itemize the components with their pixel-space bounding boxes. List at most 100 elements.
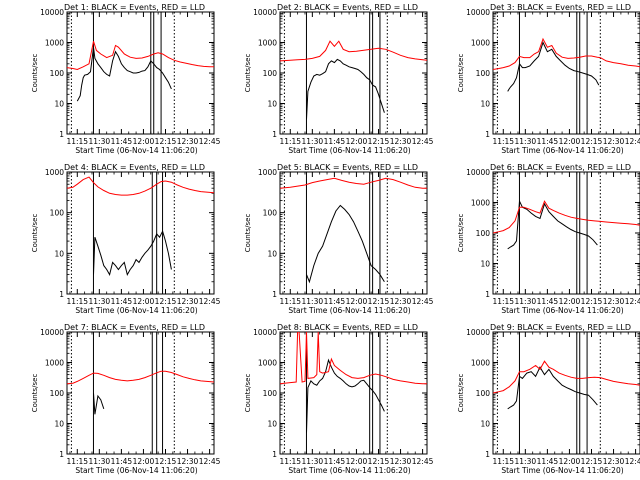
y-tick-label: 1 — [59, 290, 64, 299]
x-tick-label: 12:00 — [133, 137, 155, 146]
y-tick-label: 1 — [272, 450, 277, 459]
series-line-lld — [493, 37, 640, 70]
x-tick-label: 11:15 — [279, 137, 301, 146]
x-tick-label: 12:00 — [346, 457, 368, 466]
x-tick-label: 11:15 — [279, 457, 301, 466]
series-line-lld — [280, 177, 427, 189]
x-tick-label: 12:15 — [368, 457, 390, 466]
y-tick-label: 10000 — [40, 8, 64, 17]
y-tick-label: 10000 — [466, 328, 490, 337]
y-tick-label: 10 — [480, 260, 490, 269]
axes-frame — [279, 11, 428, 135]
y-axis-label: Counts/sec — [457, 214, 465, 253]
x-tick-label: 12:30 — [390, 297, 412, 306]
y-tick-label: 100 — [50, 69, 65, 78]
y-tick-label: 10 — [267, 249, 277, 258]
x-tick-label: 11:30 — [302, 297, 324, 306]
x-tick-label: 12:15 — [368, 297, 390, 306]
x-tick-label: 12:45 — [412, 137, 434, 146]
x-tick-label: 11:45 — [111, 297, 133, 306]
y-tick-label: 1 — [272, 130, 277, 139]
y-axis-label: Counts/sec — [244, 54, 252, 93]
y-tick-label: 1000 — [258, 359, 277, 368]
y-tick-label: 100 — [263, 69, 278, 78]
y-tick-label: 10000 — [466, 168, 490, 177]
series-line-events — [76, 47, 172, 102]
axes-frame — [492, 171, 640, 295]
x-tick-label: 12:30 — [177, 457, 199, 466]
panel-title: Det 6: BLACK = Events, RED = LLD — [490, 163, 631, 172]
y-tick-label: 10 — [54, 249, 64, 258]
x-tick-label: 11:15 — [279, 297, 301, 306]
x-tick-label: 12:45 — [412, 457, 434, 466]
x-tick-label: 11:45 — [324, 457, 346, 466]
series-line-lld — [67, 370, 214, 385]
series-line-lld — [280, 40, 427, 62]
x-tick-label: 11:15 — [492, 457, 514, 466]
x-tick-label: 11:30 — [302, 137, 324, 146]
x-tick-label: 11:45 — [111, 137, 133, 146]
x-tick-label: 12:15 — [155, 457, 177, 466]
y-tick-label: 10 — [54, 100, 64, 109]
y-tick-label: 1000 — [471, 39, 490, 48]
panel-title: Det 5: BLACK = Events, RED = LLD — [277, 163, 418, 172]
y-tick-label: 100 — [263, 389, 278, 398]
x-axis-label: Start Time (06-Nov-14 11:06:20) — [288, 146, 410, 155]
x-axis-label: Start Time (06-Nov-14 11:06:20) — [501, 466, 623, 475]
y-tick-label: 100 — [476, 389, 491, 398]
y-tick-label: 10 — [267, 100, 277, 109]
axes-frame — [492, 11, 640, 135]
x-tick-label: 12:00 — [346, 297, 368, 306]
y-tick-label: 10000 — [40, 328, 64, 337]
x-tick-label: 11:30 — [515, 137, 537, 146]
axes-frame — [279, 331, 428, 455]
y-tick-label: 1 — [59, 130, 64, 139]
y-tick-label: 1000 — [471, 199, 490, 208]
y-tick-label: 1 — [485, 130, 490, 139]
x-tick-label: 11:30 — [302, 457, 324, 466]
y-tick-label: 10000 — [253, 328, 277, 337]
x-tick-label: 11:45 — [537, 137, 559, 146]
x-tick-label: 12:15 — [155, 137, 177, 146]
y-tick-label: 100 — [476, 229, 491, 238]
x-tick-label: 12:30 — [390, 137, 412, 146]
x-tick-label: 12:30 — [177, 297, 199, 306]
y-axis-label: Counts/sec — [31, 54, 39, 93]
x-tick-label: 12:30 — [603, 297, 625, 306]
x-tick-label: 12:15 — [368, 137, 390, 146]
x-tick-label: 11:45 — [537, 457, 559, 466]
y-axis-label: Counts/sec — [31, 214, 39, 253]
x-tick-label: 11:15 — [66, 457, 88, 466]
y-tick-label: 1000 — [45, 39, 64, 48]
panel-title: Det 2: BLACK = Events, RED = LLD — [277, 3, 418, 12]
x-axis-label: Start Time (06-Nov-14 11:06:20) — [501, 146, 623, 155]
detector-panel-1: Det 1: BLACK = Events, RED = LLD 1 10 100 10… — [31, 3, 221, 155]
x-tick-label: 12:00 — [559, 457, 581, 466]
y-axis-label: Counts/sec — [457, 374, 465, 413]
y-tick-label: 1 — [485, 450, 490, 459]
axes-frame — [66, 331, 215, 455]
series-line-events — [306, 358, 385, 433]
y-tick-label: 100 — [50, 389, 65, 398]
series-line-lld — [493, 200, 640, 234]
axes-frame — [492, 331, 640, 455]
y-tick-label: 100 — [476, 69, 491, 78]
y-axis-label: Counts/sec — [244, 214, 252, 253]
series-line-events — [306, 58, 385, 120]
panel-title: Det 1: BLACK = Events, RED = LLD — [64, 3, 205, 12]
y-tick-label: 10000 — [253, 8, 277, 17]
y-tick-label: 1 — [272, 290, 277, 299]
x-tick-label: 12:00 — [346, 137, 368, 146]
y-axis-label: Counts/sec — [244, 374, 252, 413]
y-tick-label: 1000 — [45, 359, 64, 368]
x-axis-label: Start Time (06-Nov-14 11:06:20) — [75, 146, 197, 155]
x-tick-label: 12:45 — [412, 297, 434, 306]
x-axis-label: Start Time (06-Nov-14 11:06:20) — [75, 466, 197, 475]
y-tick-label: 100 — [263, 209, 278, 218]
y-tick-label: 1000 — [45, 168, 64, 177]
x-tick-label: 11:30 — [89, 137, 111, 146]
y-tick-label: 10 — [480, 100, 490, 109]
y-tick-label: 10 — [267, 420, 277, 429]
series-line-events — [306, 204, 385, 284]
